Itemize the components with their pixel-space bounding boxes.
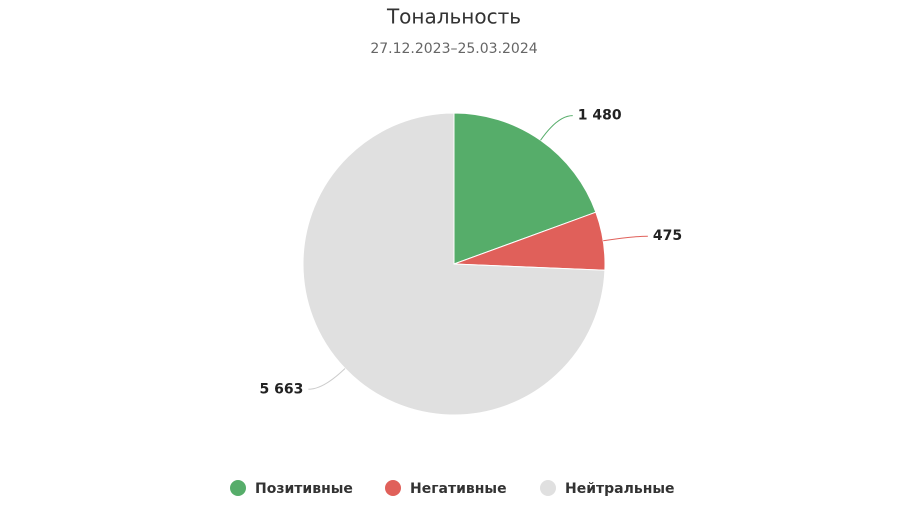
legend-label: Негативные — [410, 481, 507, 497]
chart-subtitle: 27.12.2023–25.03.2024 — [370, 41, 537, 57]
legend-label: Нейтральные — [565, 481, 675, 497]
leader-line — [308, 368, 346, 390]
leader-line — [540, 115, 573, 141]
data-label: 475 — [653, 228, 682, 244]
data-label: 5 663 — [260, 381, 304, 397]
data-label: 1 480 — [578, 108, 622, 124]
chart-title: Тональность — [386, 5, 521, 29]
pie-slice — [302, 112, 606, 416]
legend-label: Позитивные — [255, 481, 353, 497]
legend-marker — [385, 480, 401, 496]
leader-line — [603, 235, 648, 242]
legend-marker — [230, 480, 246, 496]
legend-marker — [540, 480, 556, 496]
